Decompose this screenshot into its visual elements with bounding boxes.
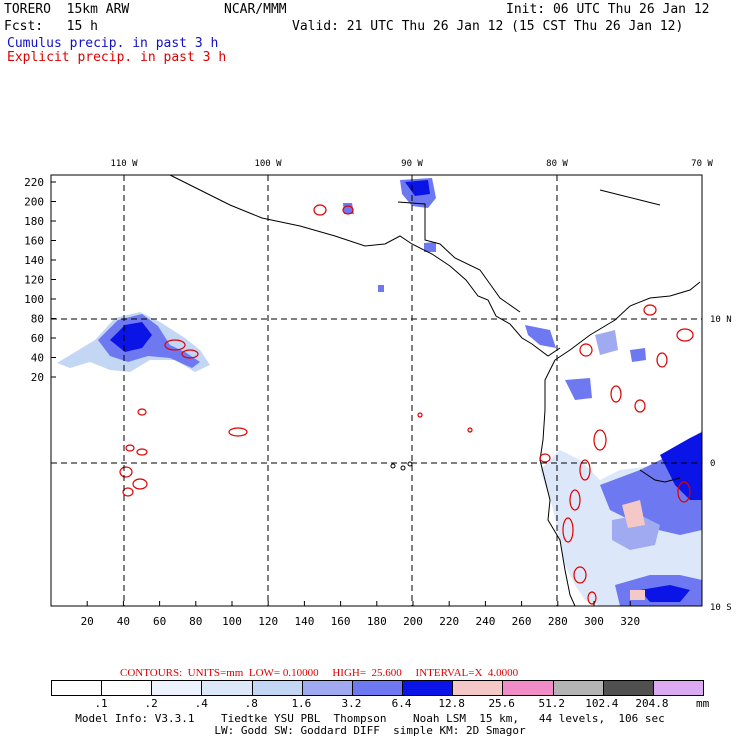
x-tick-label: 260: [512, 615, 532, 628]
model-title: TORERO 15km ARW: [4, 2, 130, 17]
colorbar-level-label: 102.4: [585, 697, 619, 710]
y-tick-label: 20: [31, 371, 44, 384]
x-tick-label: 140: [294, 615, 314, 628]
forecast-hour: Fcst: 15 h: [4, 19, 98, 34]
cumulus-field-label: Cumulus precip. in past 3 h: [7, 36, 219, 51]
x-tick-label: 240: [475, 615, 495, 628]
y-tick-label: 80: [31, 313, 44, 326]
colorbar-level-label: .2: [144, 697, 158, 710]
colorbar-swatch: [352, 681, 404, 695]
colorbar: [51, 680, 704, 696]
precip-map: 110 W 100 W 90 W 80 W 70 W 10 N 0 10 S 20 40 60 80 1…: [24, 159, 732, 628]
latitude-label: 10 N: [710, 315, 732, 325]
colorbar-level-label: .8: [244, 697, 258, 710]
center-label: NCAR/MMM: [224, 2, 287, 17]
y-tick-label: 180: [24, 215, 44, 228]
longitude-label: 90 W: [401, 159, 423, 169]
cumulus-precip-shading: [57, 178, 702, 606]
coastlines: [169, 174, 701, 607]
x-tick-label: 320: [620, 615, 640, 628]
y-tick-label: 60: [31, 332, 44, 345]
explicit-precip-contours: [119, 204, 694, 605]
y-tick-label: 40: [31, 352, 44, 365]
x-tick-label: 80: [189, 615, 202, 628]
colorbar-swatch: [252, 681, 303, 695]
model-info-line2: LW: Godd SW: Goddard DIFF simple KM: 2D …: [214, 724, 526, 737]
colorbar-unit: mm: [696, 697, 710, 710]
latitude-label: 10 S: [710, 603, 732, 613]
x-tick-label: 60: [153, 615, 166, 628]
map-frame: 110 W 100 W 90 W 80 W 70 W 10 N 0 10 S 20 40 60 80 1…: [24, 159, 732, 628]
latitude-label: 0: [710, 459, 715, 469]
colorbar-swatch: [152, 681, 203, 695]
colorbar-level-label: 12.8: [438, 697, 465, 710]
colorbar-level-label: 3.2: [341, 697, 362, 710]
colorbar-level-label: 51.2: [538, 697, 566, 710]
x-tick-label: 40: [117, 615, 130, 628]
colorbar-swatch: [102, 681, 153, 695]
colorbar-level-label: 204.8: [635, 697, 669, 710]
x-tick-label: 220: [439, 615, 459, 628]
valid-time: Valid: 21 UTC Thu 26 Jan 12 (15 CST Thu …: [292, 19, 684, 34]
x-tick-label: 180: [367, 615, 387, 628]
colorbar-level-label: 25.6: [488, 697, 515, 710]
colorbar-swatch: [603, 681, 654, 695]
colorbar-swatch: [302, 681, 353, 695]
x-tick-label: 160: [331, 615, 351, 628]
colorbar-level-label: 1.6: [291, 697, 312, 710]
x-tick-label: 200: [403, 615, 423, 628]
model-info-line1: Model Info: V3.3.1 Tiedtke YSU PBL Thomp…: [75, 712, 665, 725]
y-tick-label: 140: [24, 254, 44, 267]
longitude-label: 110 W: [110, 159, 138, 169]
x-tick-label: 280: [548, 615, 568, 628]
x-tick-label: 120: [258, 615, 278, 628]
y-tick-label: 200: [24, 196, 44, 209]
longitude-label: 70 W: [691, 159, 713, 169]
longitude-label: 80 W: [546, 159, 568, 169]
init-time: Init: 06 UTC Thu 26 Jan 12: [506, 2, 710, 17]
colorbar-swatch: [553, 681, 604, 695]
explicit-field-label: Explicit precip. in past 3 h: [7, 50, 227, 65]
colorbar-swatch: [653, 681, 704, 695]
x-tick-label: 20: [81, 615, 94, 628]
contour-info: CONTOURS: UNITS=mm LOW= 0.10000 HIGH= 25…: [120, 667, 519, 679]
colorbar-level-label: .1: [94, 697, 108, 710]
y-tick-label: 160: [24, 235, 44, 248]
colorbar-level-label: 6.4: [391, 697, 412, 710]
colorbar-swatch: [52, 681, 103, 695]
colorbar-swatch: [403, 681, 454, 695]
colorbar-swatch: [453, 681, 504, 695]
colorbar-swatch: [202, 681, 253, 695]
y-tick-label: 120: [24, 274, 44, 287]
x-tick-label: 100: [222, 615, 242, 628]
colorbar-swatch: [503, 681, 554, 695]
colorbar-level-label: .4: [194, 697, 208, 710]
y-tick-label: 100: [24, 293, 44, 306]
longitude-label: 100 W: [254, 159, 282, 169]
y-tick-label: 220: [24, 176, 44, 189]
x-tick-label: 300: [584, 615, 604, 628]
